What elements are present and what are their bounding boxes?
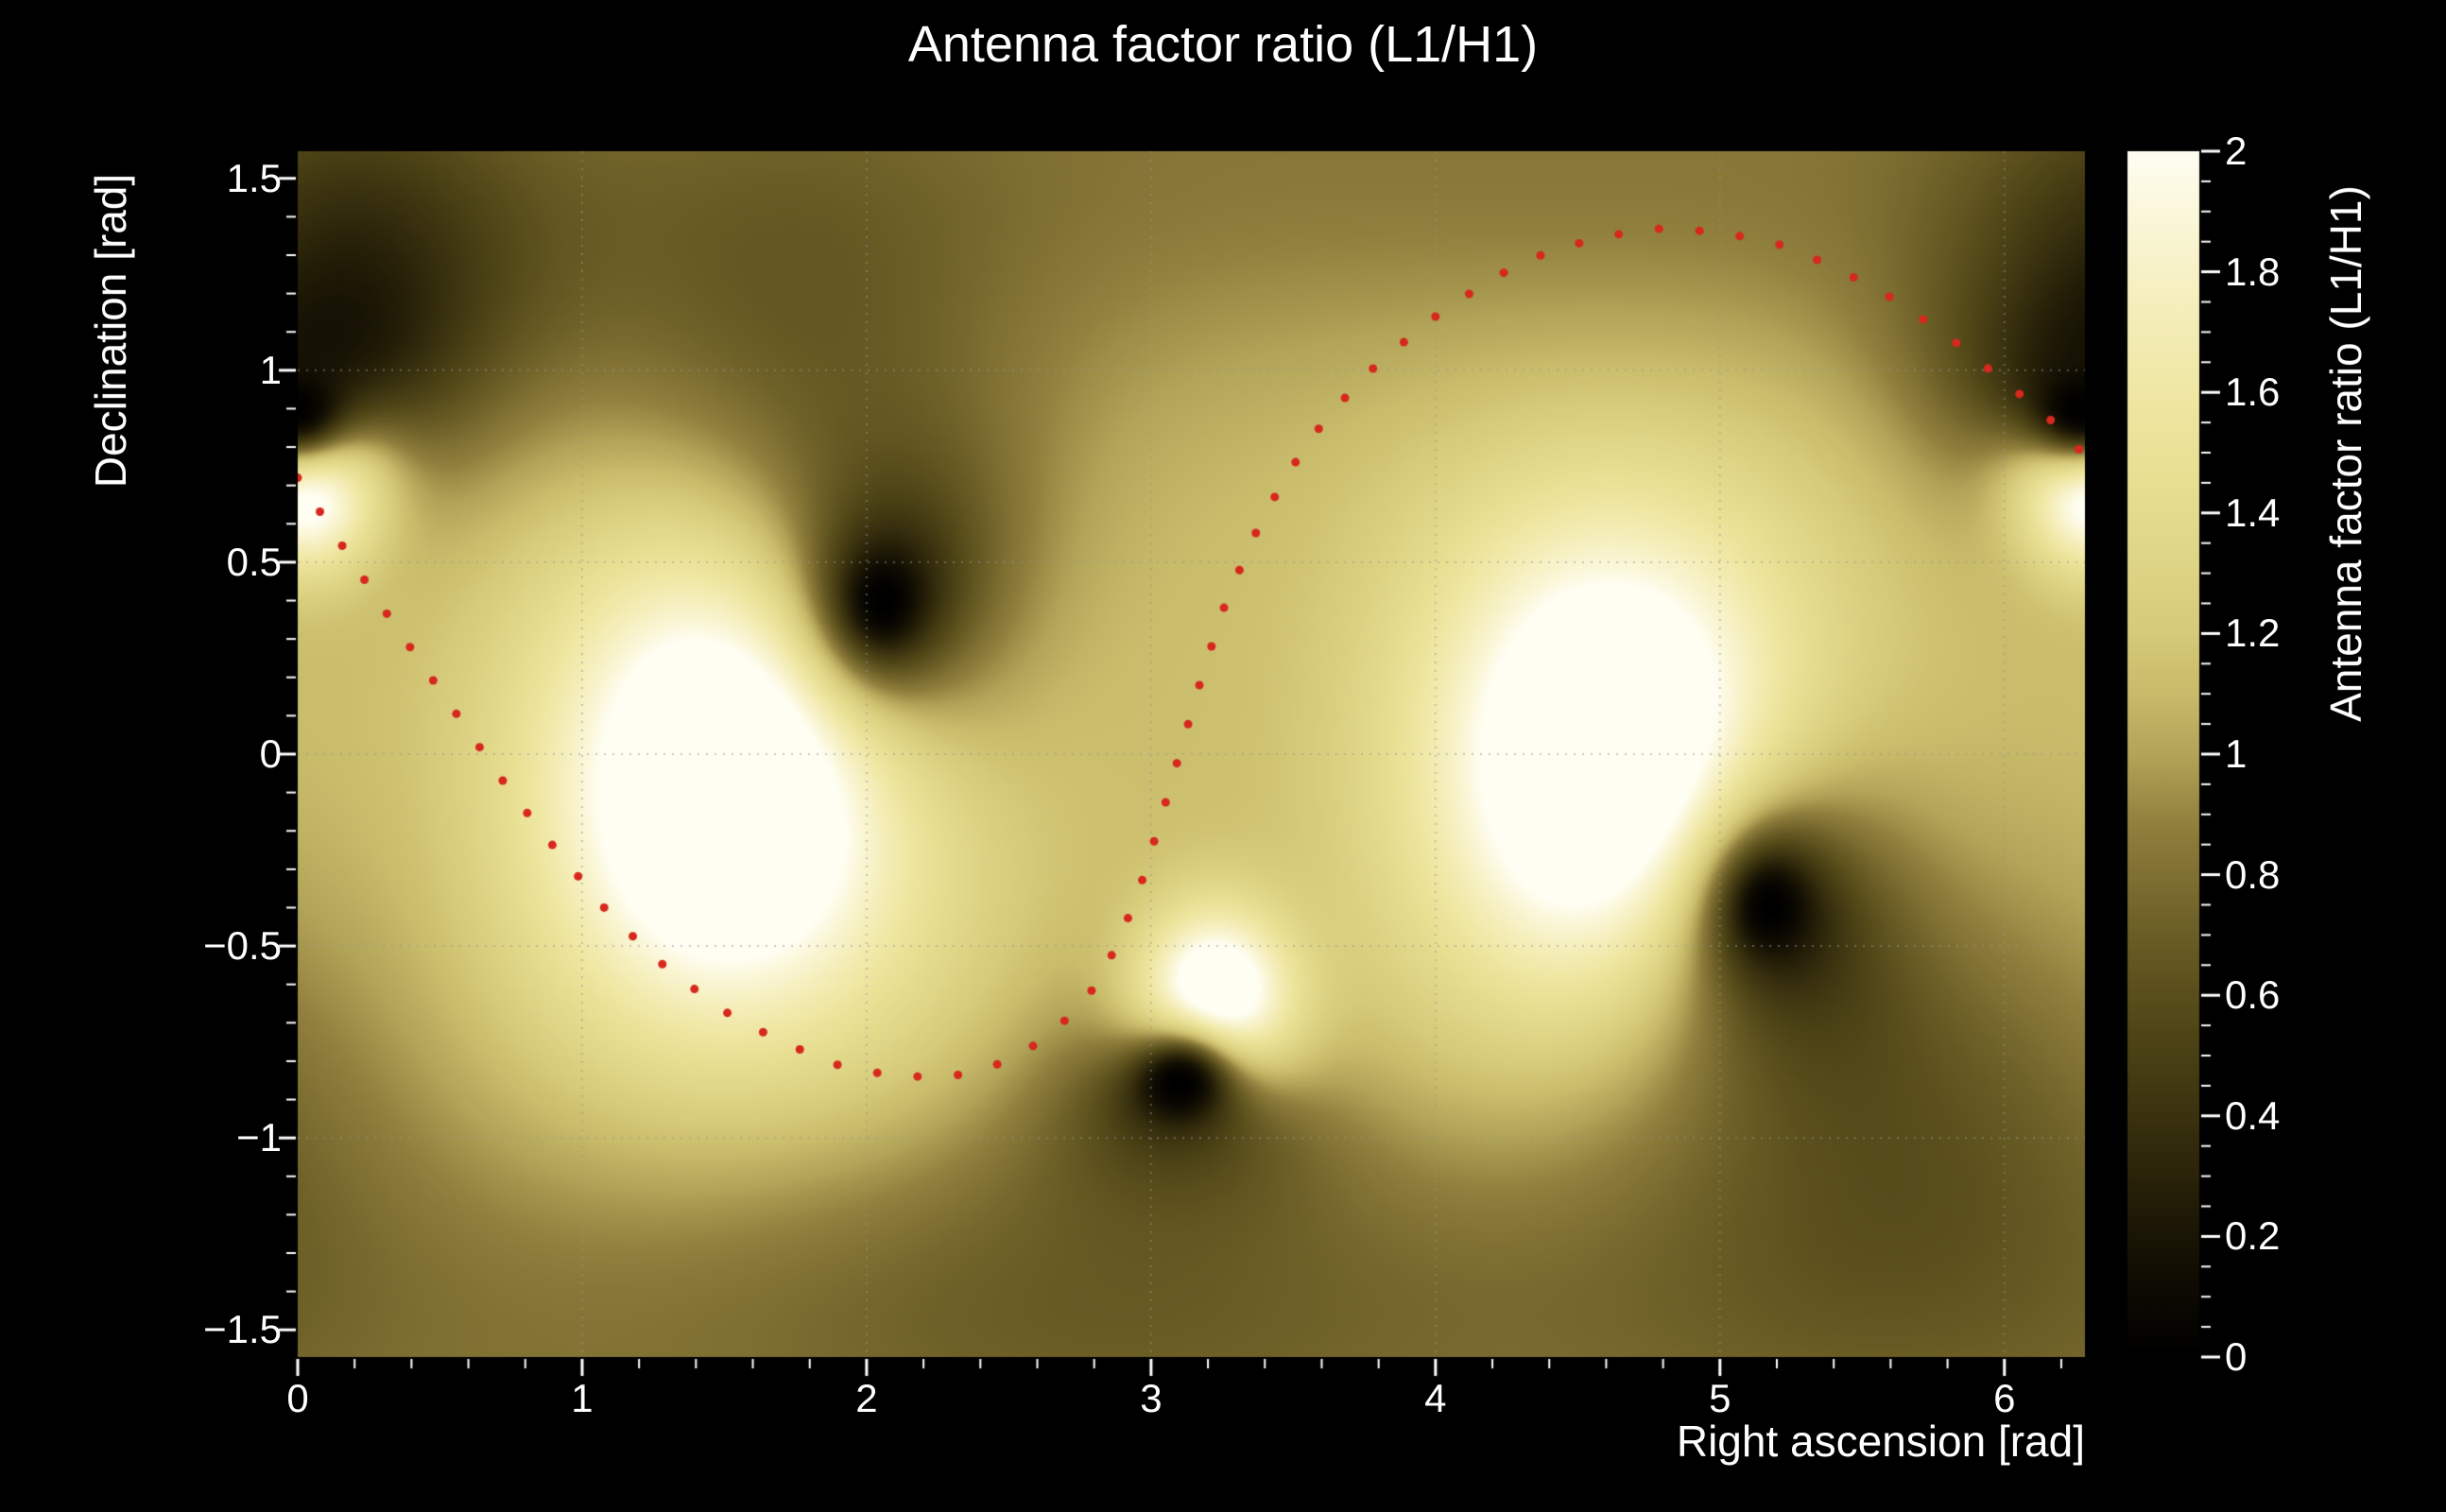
x-tick-label: 2 <box>855 1376 878 1420</box>
colorbar-tick-label: 0.6 <box>2225 972 2281 1018</box>
y-tick-label: 0.5 <box>226 539 282 584</box>
colorbar-tick-label: 0.2 <box>2225 1213 2281 1259</box>
colorbar-tick-label: 0 <box>2225 1334 2248 1379</box>
y-tick-label: −1.5 <box>203 1307 282 1352</box>
x-tick-label: 4 <box>1424 1376 1447 1420</box>
x-tick-label: 5 <box>1709 1376 1731 1420</box>
colorbar-tick-label: 1.4 <box>2225 490 2281 535</box>
chart-title: Antenna factor ratio (L1/H1) <box>907 16 1539 73</box>
x-axis-title: Right ascension [rad] <box>1676 1417 2085 1466</box>
colorbar-tick-label: 1.8 <box>2225 249 2281 294</box>
colorbar-tick-label: 1 <box>2225 731 2248 776</box>
x-tick-label: 6 <box>1993 1376 2016 1420</box>
colorbar-tick-label: 1.6 <box>2225 369 2281 415</box>
y-tick-label: 0 <box>259 731 282 776</box>
y-tick-label: 1 <box>259 347 282 392</box>
x-tick-label: 1 <box>571 1376 594 1420</box>
y-tick-label: −0.5 <box>203 923 282 969</box>
colorbar-tick-label: 0.4 <box>2225 1092 2281 1138</box>
y-axis-title: Declination [rad] <box>86 173 135 489</box>
y-tick-label: 1.5 <box>226 155 282 200</box>
colorbar-tick-label: 2 <box>2225 129 2248 173</box>
x-tick-label: 3 <box>1140 1376 1163 1420</box>
y-tick-label: −1 <box>236 1115 282 1160</box>
colorbar-tick-label: 0.8 <box>2225 851 2281 897</box>
x-tick-label: 0 <box>286 1376 309 1420</box>
colorbar-tick-label: 1.2 <box>2225 610 2281 656</box>
